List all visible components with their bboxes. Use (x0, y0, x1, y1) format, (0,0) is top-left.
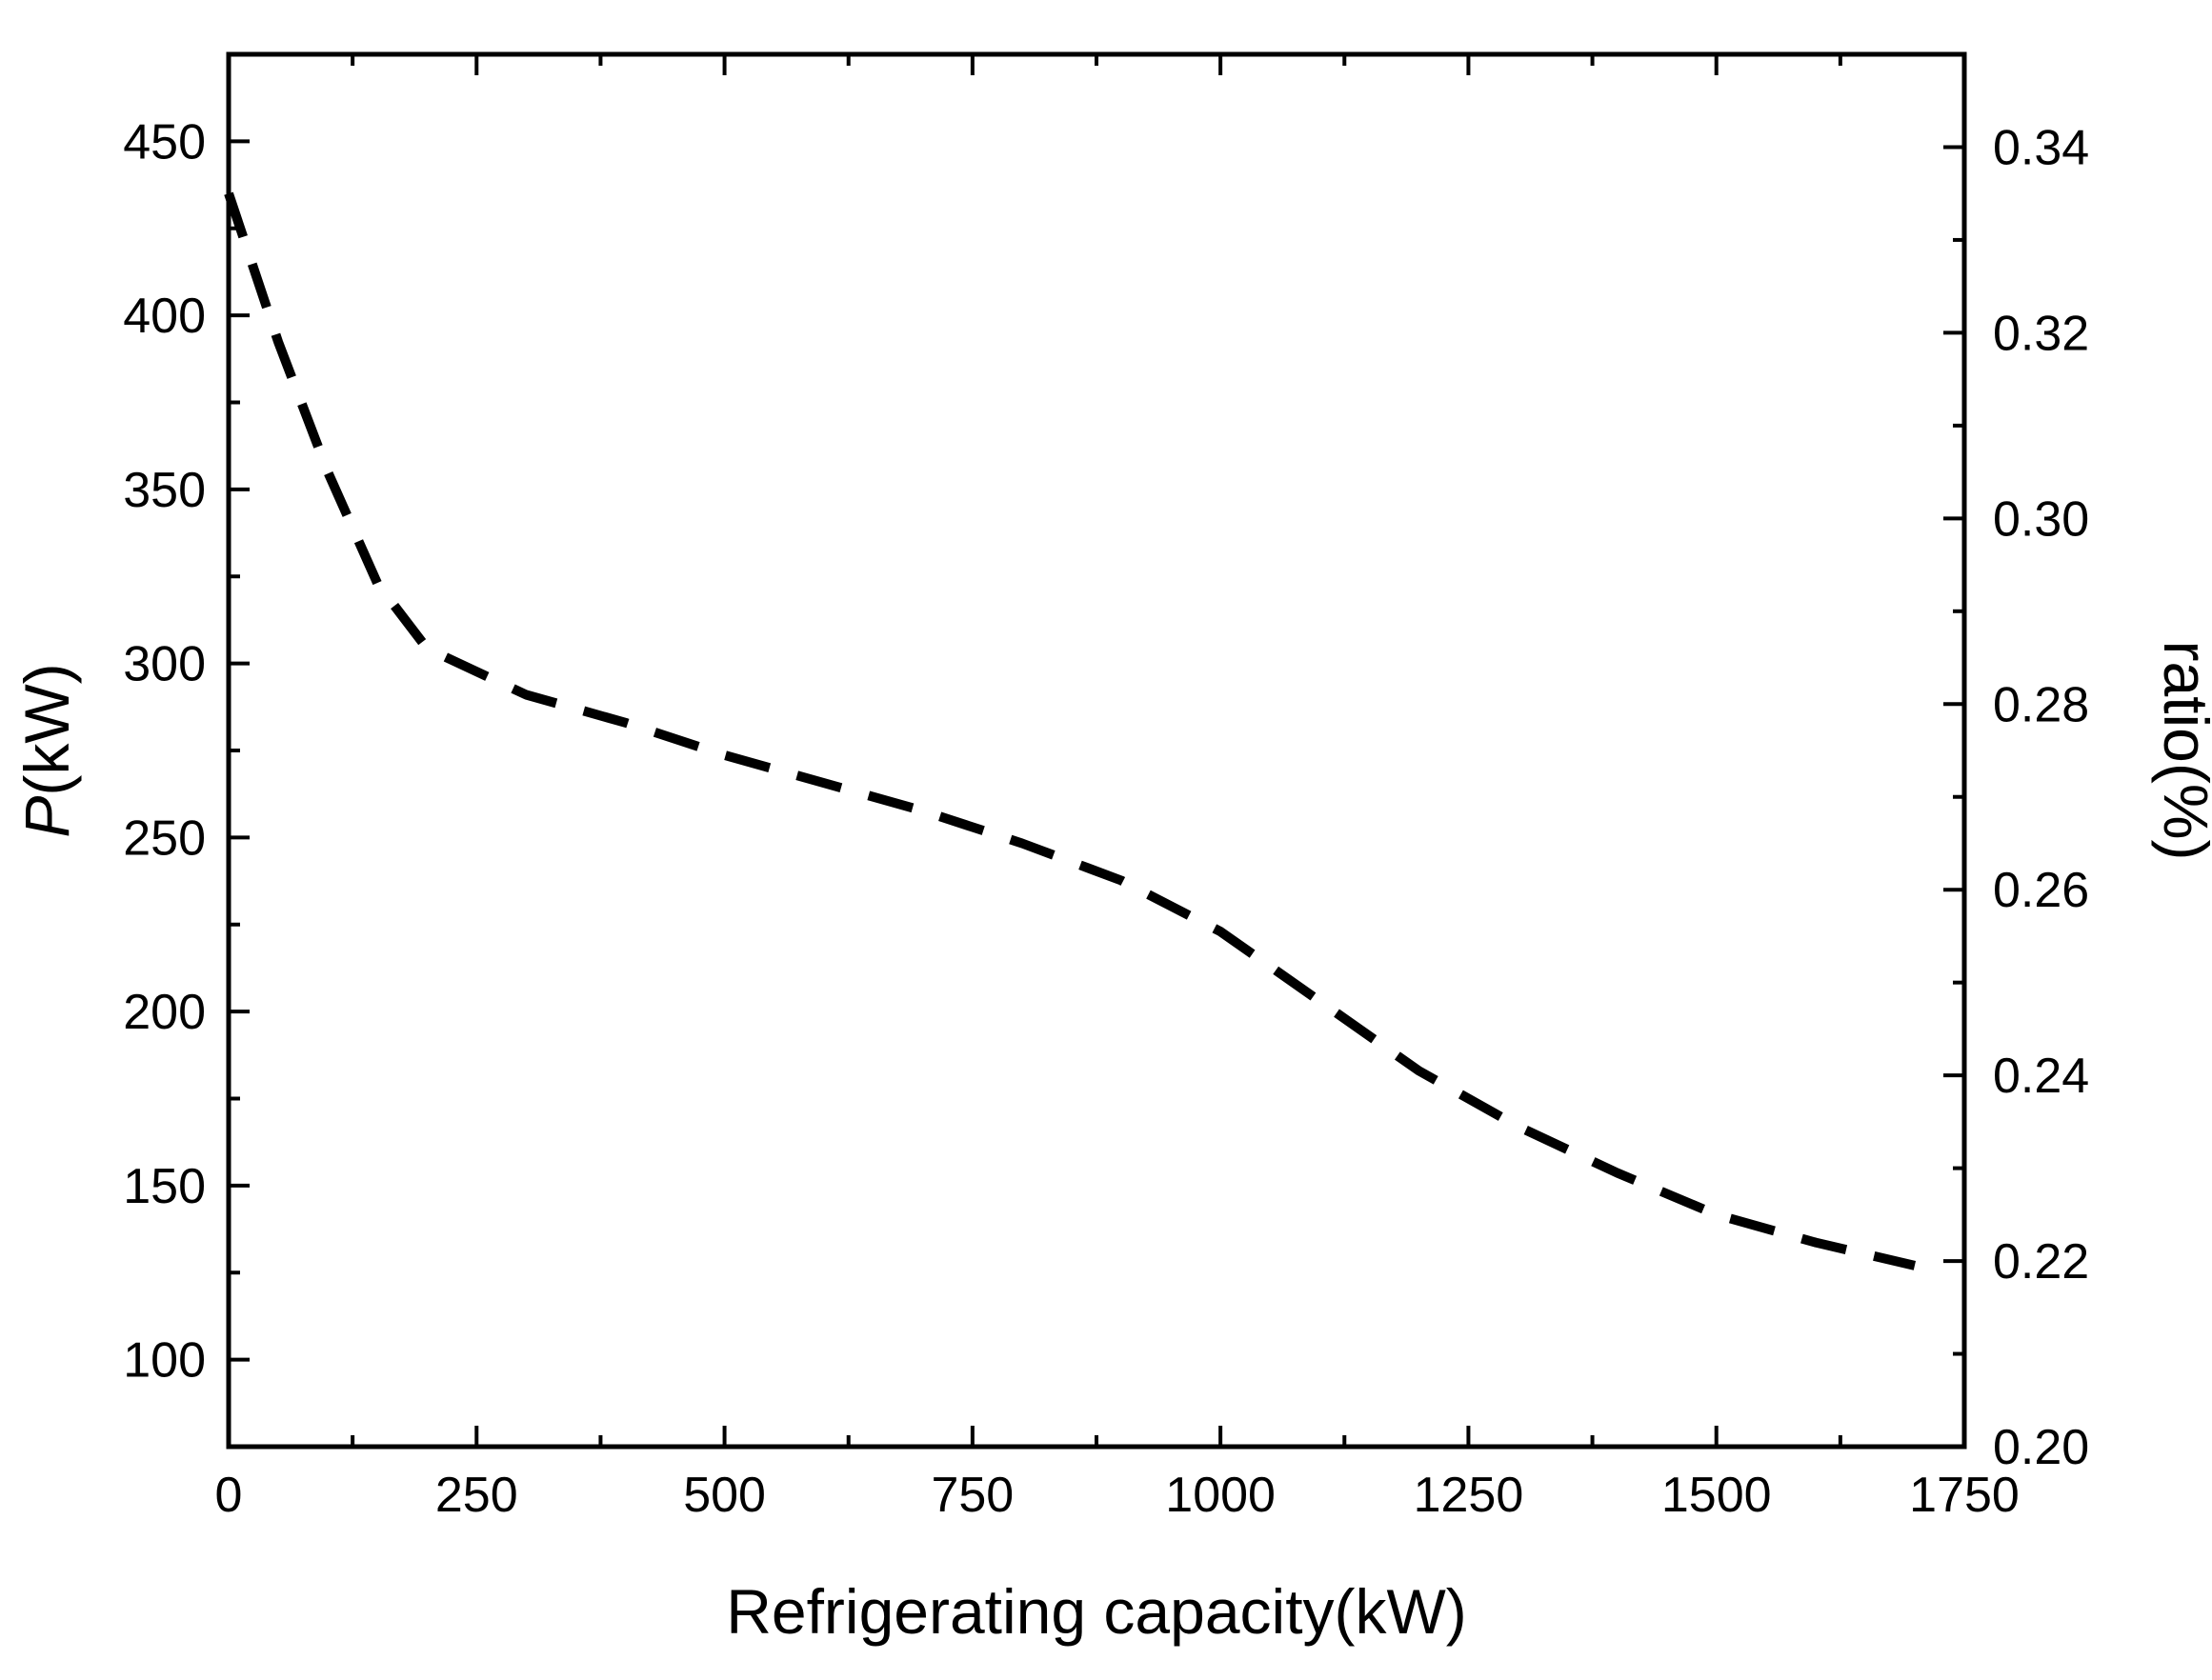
y-axis-label: P(kW) (11, 663, 82, 837)
y2-tick-label: 0.24 (1993, 1049, 2089, 1104)
y2-tick-label: 0.26 (1993, 863, 2089, 918)
y2-axis-label: ratio(%) (2151, 640, 2212, 860)
x-tick-label: 500 (683, 1468, 766, 1523)
labels-layer: 0 250 500 750 1000 1250 1500 1750 100 150 200 250 30… (123, 114, 2089, 1523)
y-tick-label: 200 (123, 985, 206, 1040)
x-tick-label: 1250 (1414, 1468, 1524, 1523)
y-axis-label-symbol: P (11, 796, 82, 838)
y-tick-label: 150 (123, 1159, 206, 1214)
x-axis-label: Refrigerating capacity(kW) (726, 1576, 1467, 1647)
plot-frame (226, 51, 1967, 1450)
x-tick-label: 1750 (1909, 1468, 2020, 1523)
x-tick-label: 0 (215, 1468, 243, 1523)
y2-tick-label: 0.32 (1993, 306, 2089, 361)
y2-tick-label: 0.28 (1993, 677, 2089, 732)
y-tick-label: 100 (123, 1333, 206, 1389)
y-tick-label: 400 (123, 289, 206, 344)
y-tick-label: 350 (123, 463, 206, 518)
y2-tick-label: 0.22 (1993, 1234, 2089, 1290)
y-axis-label-unit: (kW) (11, 663, 82, 795)
y-tick-label: 250 (123, 810, 206, 866)
x-tick-label: 750 (931, 1468, 1014, 1523)
x-tick-label: 250 (435, 1468, 518, 1523)
y2-tick-label: 0.34 (1993, 120, 2089, 175)
series-layer (224, 191, 1917, 1270)
y-tick-label: 300 (123, 637, 206, 692)
ticks-layer (227, 52, 1966, 1449)
x-tick-label: 1000 (1165, 1468, 1276, 1523)
series-line-ratio (224, 191, 1917, 1270)
x-tick-label: 1500 (1661, 1468, 1772, 1523)
y2-tick-label: 0.20 (1993, 1420, 2089, 1475)
y2-tick-label: 0.30 (1993, 491, 2089, 547)
y-tick-label: 450 (123, 114, 206, 170)
